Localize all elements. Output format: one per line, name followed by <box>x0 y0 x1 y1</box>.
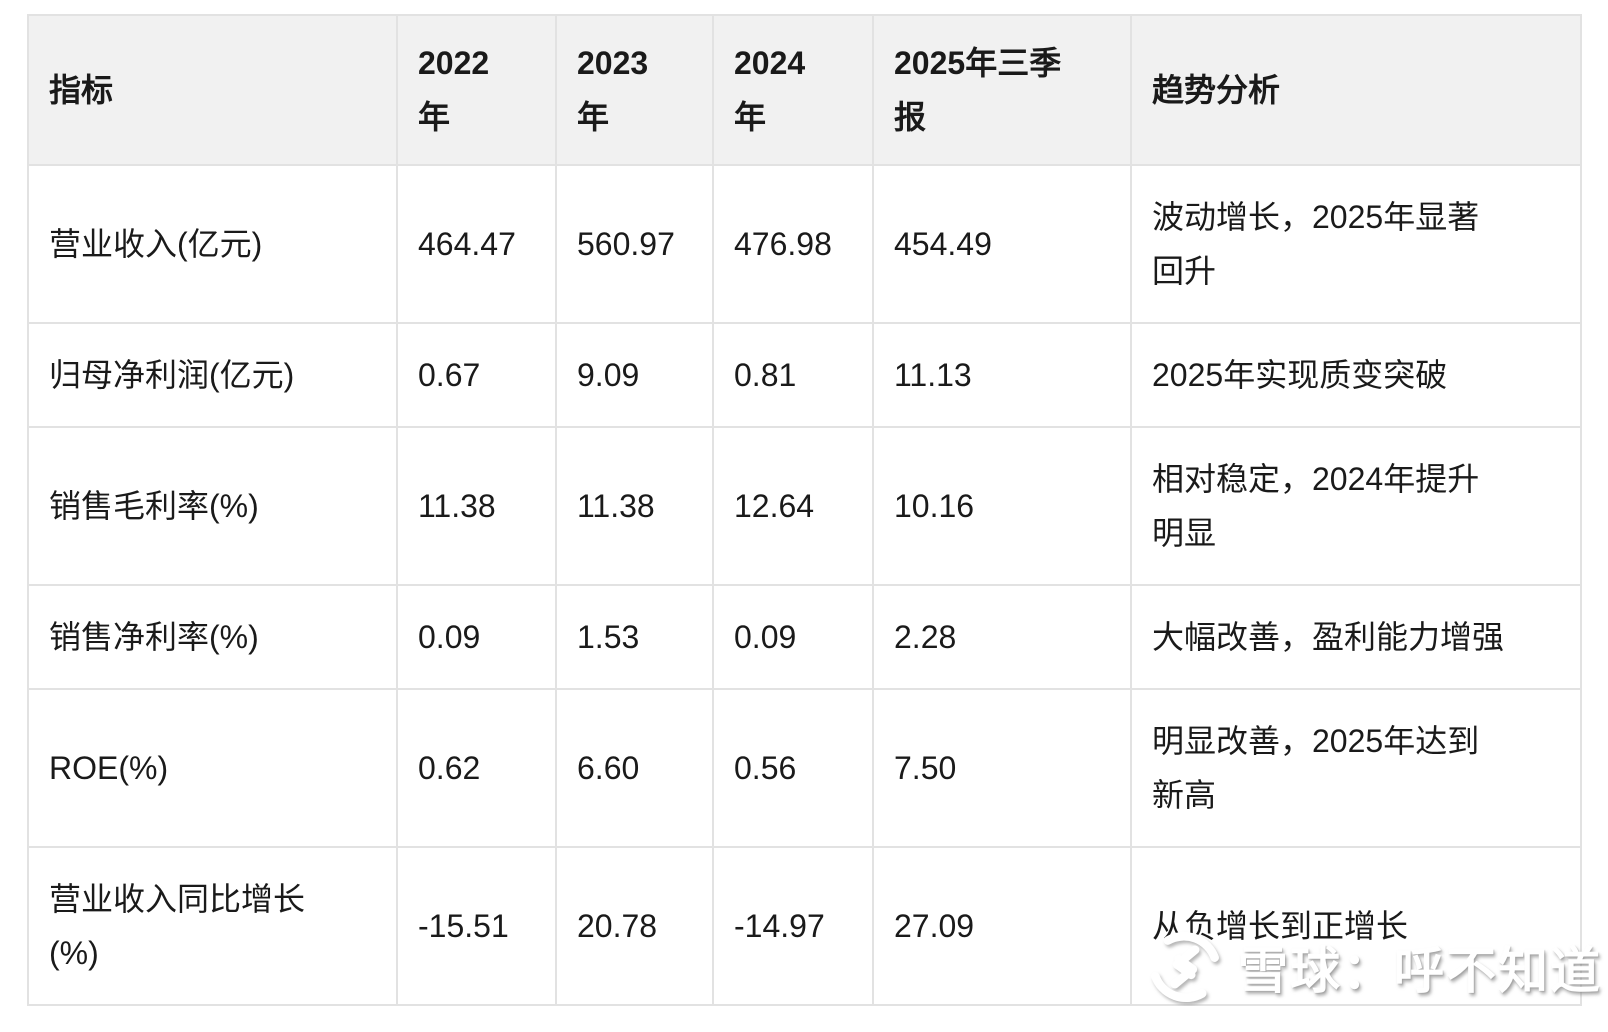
value-2022: 0.09 <box>396 584 557 690</box>
table-row-net-margin: 销售净利率(%) 0.09 1.53 0.09 2.28 大幅改善，盈利能力增强 <box>27 584 1582 690</box>
indicator-label: 销售净利率(%) <box>27 584 398 690</box>
value-2022: 464.47 <box>396 164 557 324</box>
indicator-label: 归母净利润(亿元) <box>27 322 398 428</box>
indicator-label: 销售毛利率(%) <box>27 426 398 586</box>
value-2022: 0.67 <box>396 322 557 428</box>
value-2025q3: 454.49 <box>872 164 1132 324</box>
value-2022: 0.62 <box>396 688 557 848</box>
value-2025q3: 7.50 <box>872 688 1132 848</box>
indicator-label: 营业收入(亿元) <box>27 164 398 324</box>
value-2025q3: 27.09 <box>872 846 1132 1006</box>
value-2024: 0.09 <box>712 584 874 690</box>
value-2022: -15.51 <box>396 846 557 1006</box>
trend-analysis: 明显改善，2025年达到新高 <box>1130 688 1582 848</box>
header-2025q3: 2025年三季报 <box>872 14 1132 166</box>
header-indicator: 指标 <box>27 14 398 166</box>
value-2024: 12.64 <box>712 426 874 586</box>
indicator-label: ROE(%) <box>27 688 398 848</box>
header-2023: 2023年 <box>555 14 714 166</box>
value-2024: -14.97 <box>712 846 874 1006</box>
value-2023: 560.97 <box>555 164 714 324</box>
header-2022: 2022年 <box>396 14 557 166</box>
table-row-net-profit: 归母净利润(亿元) 0.67 9.09 0.81 11.13 2025年实现质变… <box>27 322 1582 428</box>
value-2023: 11.38 <box>555 426 714 586</box>
value-2025q3: 11.13 <box>872 322 1132 428</box>
value-2024: 0.56 <box>712 688 874 848</box>
trend-analysis: 相对稳定，2024年提升明显 <box>1130 426 1582 586</box>
value-2023: 1.53 <box>555 584 714 690</box>
table-row-gross-margin: 销售毛利率(%) 11.38 11.38 12.64 10.16 相对稳定，20… <box>27 426 1582 586</box>
indicator-label: 营业收入同比增长(%) <box>27 846 398 1006</box>
table-row-revenue: 营业收入(亿元) 464.47 560.97 476.98 454.49 波动增… <box>27 164 1582 324</box>
trend-analysis: 大幅改善，盈利能力增强 <box>1130 584 1582 690</box>
value-2022: 11.38 <box>396 426 557 586</box>
value-2023: 6.60 <box>555 688 714 848</box>
trend-analysis: 2025年实现质变突破 <box>1130 322 1582 428</box>
value-2024: 476.98 <box>712 164 874 324</box>
table-body: 营业收入(亿元) 464.47 560.97 476.98 454.49 波动增… <box>27 164 1582 1006</box>
header-row: 指标 2022年 2023年 2024年 2025年三季报 趋势分析 <box>27 14 1582 166</box>
value-2025q3: 2.28 <box>872 584 1132 690</box>
header-trend: 趋势分析 <box>1130 14 1582 166</box>
value-2023: 20.78 <box>555 846 714 1006</box>
trend-analysis: 从负增长到正增长 <box>1130 846 1582 1006</box>
trend-analysis: 波动增长，2025年显著回升 <box>1130 164 1582 324</box>
table-header: 指标 2022年 2023年 2024年 2025年三季报 趋势分析 <box>27 14 1582 166</box>
table-row-roe: ROE(%) 0.62 6.60 0.56 7.50 明显改善，2025年达到新… <box>27 688 1582 848</box>
financial-indicators-table: 指标 2022年 2023年 2024年 2025年三季报 趋势分析 营业收入(… <box>27 14 1582 1006</box>
value-2024: 0.81 <box>712 322 874 428</box>
value-2023: 9.09 <box>555 322 714 428</box>
table-row-revenue-yoy-growth: 营业收入同比增长(%) -15.51 20.78 -14.97 27.09 从负… <box>27 846 1582 1006</box>
header-2024: 2024年 <box>712 14 874 166</box>
value-2025q3: 10.16 <box>872 426 1132 586</box>
